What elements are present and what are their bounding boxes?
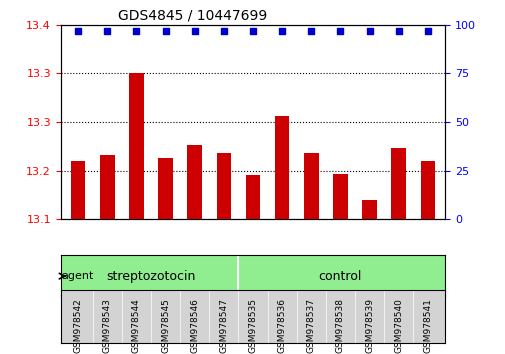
Bar (390, 148, 405, 219)
Bar (187, 145, 201, 219)
Text: GDS4845 / 10447699: GDS4845 / 10447699 (118, 8, 267, 22)
Text: GSM978537: GSM978537 (306, 298, 315, 353)
Point (336, 28, 344, 34)
Point (103, 28, 111, 34)
Text: GSM978544: GSM978544 (132, 298, 141, 353)
Bar (304, 153, 318, 219)
Bar (129, 74, 143, 219)
Point (190, 28, 198, 34)
Bar (158, 158, 173, 219)
Bar (245, 175, 260, 219)
Bar (362, 200, 376, 219)
Bar (420, 161, 434, 219)
Point (219, 28, 227, 34)
Text: control: control (318, 270, 362, 282)
Point (394, 28, 402, 34)
Point (74, 28, 82, 34)
Point (423, 28, 431, 34)
Text: GSM978540: GSM978540 (393, 298, 402, 353)
Bar (274, 116, 289, 219)
Point (307, 28, 315, 34)
Point (278, 28, 286, 34)
Point (132, 28, 140, 34)
Text: GSM978542: GSM978542 (74, 298, 82, 353)
Text: GSM978546: GSM978546 (190, 298, 199, 353)
Point (365, 28, 373, 34)
Text: GSM978547: GSM978547 (219, 298, 228, 353)
Point (161, 28, 169, 34)
Text: streptozotocin: streptozotocin (106, 270, 195, 282)
Text: GSM978543: GSM978543 (103, 298, 112, 353)
Bar (332, 174, 347, 219)
Text: GSM978539: GSM978539 (364, 298, 373, 353)
Text: GSM978538: GSM978538 (335, 298, 344, 353)
Bar (71, 161, 85, 219)
Bar (216, 153, 231, 219)
Text: GSM978541: GSM978541 (423, 298, 431, 353)
Text: GSM978535: GSM978535 (248, 298, 257, 353)
Text: agent: agent (61, 271, 93, 281)
Text: GSM978545: GSM978545 (161, 298, 170, 353)
Text: GSM978536: GSM978536 (277, 298, 286, 353)
Bar (100, 155, 115, 219)
Point (248, 28, 257, 34)
